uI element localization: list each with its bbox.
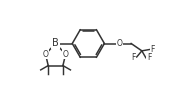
Text: B: B xyxy=(52,39,59,48)
Text: O: O xyxy=(116,39,122,48)
Text: F: F xyxy=(147,53,151,62)
Text: O: O xyxy=(63,50,69,59)
Text: O: O xyxy=(43,50,48,59)
Text: F: F xyxy=(131,53,136,62)
Text: F: F xyxy=(151,45,155,54)
